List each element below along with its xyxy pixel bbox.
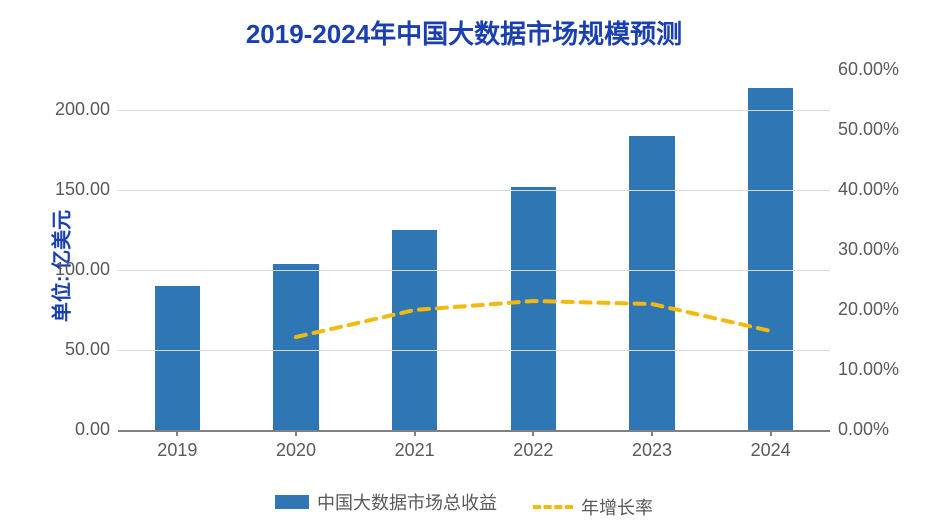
y2-tick-label: 10.00% [830,359,899,380]
y1-tick-label: 150.00 [55,179,118,200]
x-tick-label: 2019 [157,430,197,461]
y2-tick-label: 0.00% [830,419,889,440]
legend-swatch-line [533,505,573,509]
chart-container: 2019-2024年中国大数据市场规模预测 单位: 亿美元 0.0050.001… [0,0,928,532]
plot-area: 0.0050.00100.00150.00200.000.00%10.00%20… [118,70,830,430]
legend-label: 中国大数据市场总收益 [317,489,497,515]
y1-tick-label: 50.00 [65,339,118,360]
x-tick-label: 2022 [513,430,553,461]
y2-tick-label: 20.00% [830,299,899,320]
chart-title: 2019-2024年中国大数据市场规模预测 [0,14,928,51]
legend: 中国大数据市场总收益 年增长率 [0,489,928,520]
y1-tick-label: 0.00 [75,419,118,440]
y2-tick-label: 50.00% [830,119,899,140]
bar [629,136,674,430]
bar [273,264,318,430]
y2-tick-label: 30.00% [830,239,899,260]
x-axis-line [118,430,830,432]
x-tick-label: 2020 [276,430,316,461]
legend-swatch-bar [275,495,309,509]
x-tick-label: 2023 [632,430,672,461]
legend-item: 中国大数据市场总收益 [275,489,497,515]
y1-tick-label: 200.00 [55,99,118,120]
gridline [118,270,830,271]
gridline [118,350,830,351]
y2-tick-label: 40.00% [830,179,899,200]
bar [392,230,437,430]
gridline [118,190,830,191]
x-tick-label: 2024 [751,430,791,461]
bars-layer [118,70,830,430]
y1-tick-label: 100.00 [55,259,118,280]
legend-label: 年增长率 [581,494,653,520]
x-tick-label: 2021 [395,430,435,461]
legend-item: 年增长率 [533,494,653,520]
gridline [118,110,830,111]
bar [511,187,556,430]
y2-tick-label: 60.00% [830,59,899,80]
bar [155,286,200,430]
bar [748,88,793,430]
